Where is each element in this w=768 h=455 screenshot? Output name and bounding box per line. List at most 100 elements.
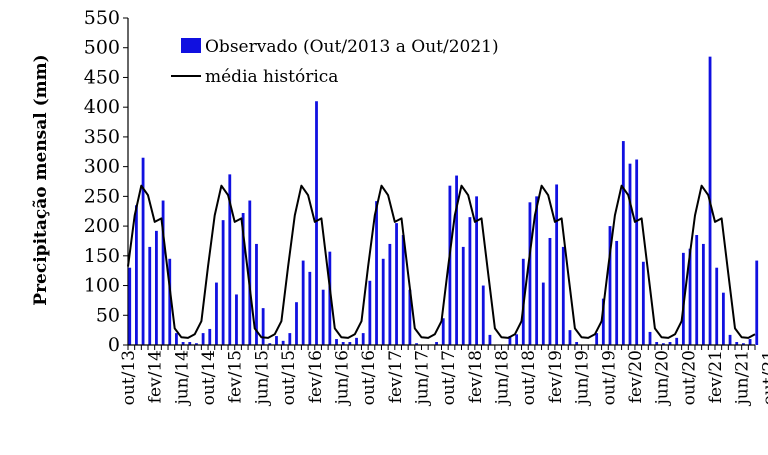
- x-tick-label: jun/20: [653, 350, 673, 407]
- bar: [461, 246, 465, 345]
- bar: [455, 175, 458, 345]
- x-tick-label: fev/17: [386, 350, 406, 403]
- bar: [188, 342, 192, 345]
- bar: [288, 333, 292, 345]
- bar: [175, 333, 178, 345]
- y-tick-label: 250: [84, 185, 120, 207]
- bar: [488, 334, 492, 345]
- bar: [481, 285, 485, 345]
- bar: [221, 220, 225, 345]
- y-axis-label: Precipitação mensal (mm): [31, 54, 51, 305]
- y-tick-label: 400: [84, 96, 120, 118]
- bar: [195, 343, 198, 345]
- x-tick-label: fev/20: [626, 350, 646, 403]
- y-tick-label: 350: [84, 126, 120, 148]
- bar: [415, 343, 418, 345]
- bar: [261, 308, 265, 345]
- x-tick-label: jun/19: [573, 350, 593, 407]
- x-tick-label: fev/21: [706, 350, 726, 403]
- bar: [128, 267, 132, 345]
- bar: [241, 213, 245, 345]
- y-tick-label: 500: [84, 37, 120, 59]
- x-tick-label: out/16: [359, 350, 379, 405]
- bar: [668, 342, 672, 345]
- bar: [268, 343, 272, 345]
- x-tick-label: jun/16: [332, 350, 352, 407]
- historical-mean-line: [127, 184, 756, 339]
- bar: [468, 217, 472, 345]
- x-tick-label: out/15: [279, 350, 299, 405]
- legend-bar-swatch: [181, 38, 201, 53]
- bar: [448, 185, 452, 345]
- bar: [595, 333, 599, 345]
- x-tick-label: jun/17: [412, 350, 432, 407]
- bar: [541, 282, 545, 345]
- x-tick-label: fev/14: [146, 350, 166, 403]
- bar: [535, 196, 539, 345]
- x-tick-label: jun/21: [733, 350, 753, 407]
- bar: [555, 184, 559, 345]
- bar: [215, 282, 218, 345]
- bar: [655, 342, 659, 345]
- bar: [161, 200, 165, 345]
- legend: Observado (Out/2013 a Out/2021) média hi…: [171, 37, 499, 87]
- bar: [621, 141, 625, 345]
- bar: [515, 334, 519, 345]
- bar: [735, 342, 739, 345]
- bar: [741, 343, 745, 345]
- bar: [361, 333, 365, 345]
- bar: [475, 196, 478, 345]
- bar: [381, 258, 385, 345]
- bar: [435, 342, 438, 345]
- bar: [508, 336, 512, 345]
- x-tick-label: out/17: [439, 350, 459, 405]
- bar: [308, 271, 312, 345]
- bar: [701, 243, 705, 345]
- bar: [695, 235, 699, 345]
- bar: [575, 342, 579, 345]
- bar: [301, 260, 305, 345]
- bar: [141, 157, 145, 345]
- x-tick-label: jun/14: [172, 350, 192, 407]
- bar: [615, 240, 619, 345]
- bar: [721, 292, 725, 345]
- x-tick-label: fev/15: [226, 350, 246, 403]
- bar: [715, 267, 719, 345]
- y-tick-label: 300: [84, 156, 120, 178]
- bar: [441, 318, 445, 345]
- x-tick-label: out/13: [119, 350, 139, 405]
- legend-line-label: média histórica: [205, 67, 338, 87]
- x-tick-label: fev/18: [466, 350, 486, 403]
- bar: [155, 230, 158, 345]
- bar: [601, 298, 605, 345]
- bar: [348, 342, 352, 345]
- bar: [395, 223, 398, 345]
- bar: [688, 248, 692, 345]
- bar: [275, 336, 278, 345]
- bar: [235, 294, 238, 345]
- bar: [675, 337, 679, 345]
- bar: [548, 237, 552, 345]
- bar: [315, 101, 318, 346]
- bar: [748, 339, 752, 345]
- bar: [568, 330, 572, 345]
- y-tick-label: 0: [108, 334, 120, 356]
- bar: [335, 339, 338, 345]
- y-tick-label: 550: [84, 7, 120, 29]
- bar: [148, 246, 152, 345]
- x-tick-label: jun/18: [493, 350, 513, 407]
- bar-series: [128, 56, 759, 346]
- y-tick-label: 100: [84, 275, 120, 297]
- bar: [628, 163, 632, 345]
- x-tick-label: out/19: [599, 350, 619, 405]
- bar: [641, 261, 645, 345]
- bar: [228, 174, 232, 345]
- bar: [528, 202, 532, 345]
- bar: [561, 246, 565, 345]
- bar: [648, 331, 652, 345]
- bar: [388, 243, 392, 345]
- legend-bar-label: Observado (Out/2013 a Out/2021): [205, 37, 499, 57]
- bar: [661, 343, 665, 345]
- bar: [181, 342, 185, 345]
